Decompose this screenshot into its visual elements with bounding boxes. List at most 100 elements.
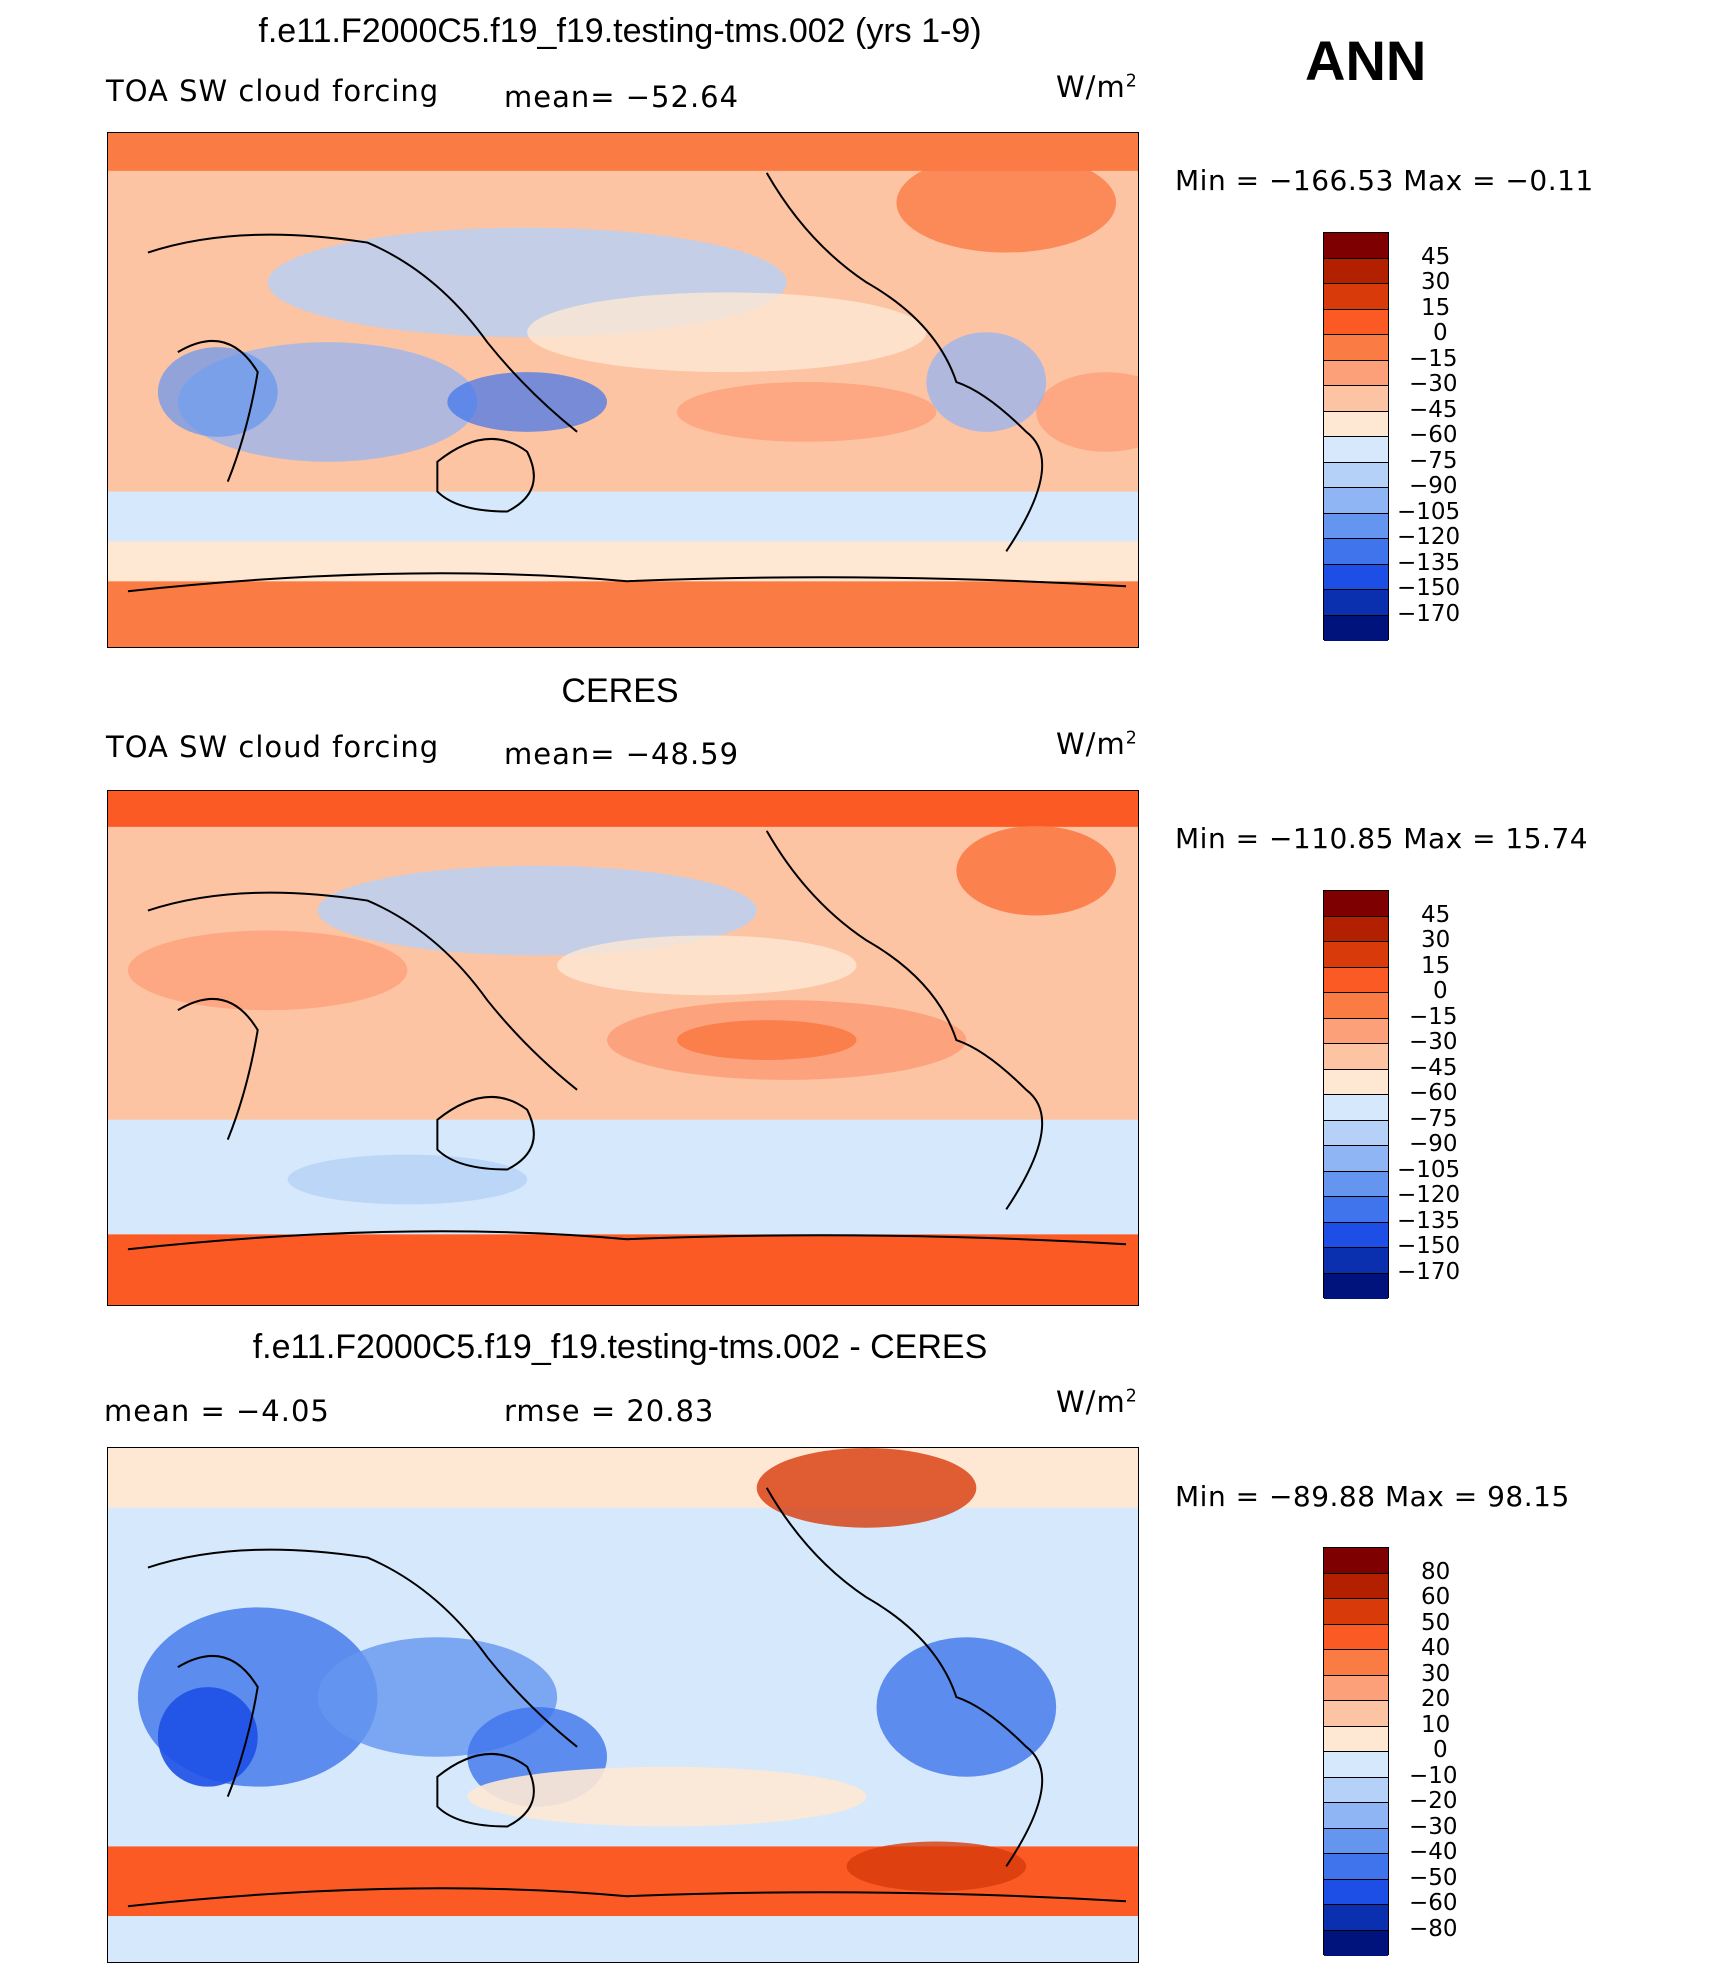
colorbar-box xyxy=(1324,1777,1388,1803)
colorbar-box xyxy=(1324,564,1388,590)
panel-1-map xyxy=(107,132,1139,648)
colorbar-box xyxy=(1324,1624,1388,1650)
colorbar-tick-label: 30 xyxy=(1421,927,1451,953)
colorbar-tick-label: −40 xyxy=(1409,1839,1458,1865)
panel-2-map xyxy=(107,790,1139,1306)
colorbar-tick-label: 30 xyxy=(1421,1660,1451,1687)
colorbar-tick-label: −150 xyxy=(1397,1233,1461,1259)
colorbar-box xyxy=(1324,284,1388,310)
colorbar-tick-label: −50 xyxy=(1409,1864,1458,1891)
colorbar-tick-label: −90 xyxy=(1409,473,1458,499)
panel-1-units: W/m2 xyxy=(1056,70,1138,104)
panel-2-minmax: Min = −110.85 Max = 15.74 xyxy=(1175,822,1589,855)
panel-2-mean: mean= −48.59 xyxy=(504,737,740,771)
colorbar-tick-label: −135 xyxy=(1397,549,1461,576)
colorbar-tick-label: −45 xyxy=(1409,1054,1458,1081)
colorbar-tick-label: 20 xyxy=(1421,1686,1451,1712)
colorbar-box xyxy=(1324,1701,1388,1727)
colorbar-box xyxy=(1324,233,1388,259)
panel-1-minmax: Min = −166.53 Max = −0.11 xyxy=(1175,164,1594,197)
colorbar-tick-label: −75 xyxy=(1409,1105,1458,1132)
colorbar-tick-label: −170 xyxy=(1397,1258,1461,1285)
panel-3-units: W/m2 xyxy=(1056,1385,1138,1419)
colorbar-box xyxy=(1324,993,1388,1019)
colorbar-tick-label: −30 xyxy=(1409,371,1458,397)
colorbar-tick-label: −15 xyxy=(1409,345,1458,372)
colorbar-box xyxy=(1324,309,1388,335)
colorbar-tick-label: 0 xyxy=(1433,1737,1448,1763)
colorbar-box xyxy=(1324,1879,1388,1905)
panel-3-mean: mean = −4.05 xyxy=(104,1394,330,1428)
season-label: ANN xyxy=(1305,29,1427,92)
colorbar-box xyxy=(1324,539,1388,565)
panel-2-units: W/m2 xyxy=(1056,727,1138,761)
colorbar-tick-label: −170 xyxy=(1397,600,1461,627)
colorbar-tick-label: −150 xyxy=(1397,575,1461,601)
colorbar-box xyxy=(1324,1726,1388,1752)
colorbar-box xyxy=(1324,1905,1388,1931)
colorbar-box xyxy=(1324,1650,1388,1676)
colorbar-box xyxy=(1324,1171,1388,1197)
colorbar-box xyxy=(1324,1018,1388,1044)
colorbar-box xyxy=(1324,1197,1388,1223)
colorbar-box xyxy=(1324,258,1388,284)
panel-2-field-label: TOA SW cloud forcing xyxy=(106,730,440,764)
colorbar-tick-label: 10 xyxy=(1421,1711,1451,1738)
panel-2-colorbar xyxy=(1323,890,1389,1299)
colorbar-tick-label: −30 xyxy=(1409,1813,1458,1840)
colorbar-box xyxy=(1324,1548,1388,1574)
colorbar-box xyxy=(1324,1803,1388,1829)
panel-2-title: CERES xyxy=(561,672,679,710)
colorbar-box xyxy=(1324,1095,1388,1121)
panel-1-colorbar xyxy=(1323,232,1389,641)
colorbar-box xyxy=(1324,916,1388,942)
colorbar-box xyxy=(1324,1248,1388,1274)
colorbar-box xyxy=(1324,590,1388,616)
colorbar-tick-label: 30 xyxy=(1421,269,1451,295)
colorbar-tick-label: −75 xyxy=(1409,447,1458,474)
colorbar-tick-label: −105 xyxy=(1397,498,1461,525)
panel-1-title: f.e11.F2000C5.f19_f19.testing-tms.002 (y… xyxy=(258,12,982,50)
colorbar-tick-label: 45 xyxy=(1421,901,1451,928)
colorbar-tick-label: 0 xyxy=(1433,320,1448,346)
panel-3-title: f.e11.F2000C5.f19_f19.testing-tms.002 - … xyxy=(252,1328,988,1366)
colorbar-tick-label: −120 xyxy=(1397,1182,1461,1208)
colorbar-tick-label: −10 xyxy=(1409,1762,1458,1789)
panel-3-colorbar xyxy=(1323,1547,1389,1956)
colorbar-box xyxy=(1324,1222,1388,1248)
colorbar-box xyxy=(1324,488,1388,514)
colorbar-tick-label: 50 xyxy=(1421,1609,1451,1636)
colorbar-tick-label: 0 xyxy=(1433,978,1448,1004)
colorbar-tick-label: −120 xyxy=(1397,524,1461,550)
colorbar-tick-label: −135 xyxy=(1397,1207,1461,1234)
colorbar-box xyxy=(1324,462,1388,488)
colorbar-box xyxy=(1324,1044,1388,1070)
colorbar-box xyxy=(1324,1930,1388,1956)
colorbar-box xyxy=(1324,1599,1388,1625)
colorbar-box xyxy=(1324,411,1388,437)
panel-3-rmse: rmse = 20.83 xyxy=(504,1394,715,1428)
colorbar-box xyxy=(1324,615,1388,641)
colorbar-box xyxy=(1324,1854,1388,1880)
colorbar-box xyxy=(1324,1273,1388,1299)
colorbar-tick-label: −60 xyxy=(1409,1080,1458,1106)
colorbar-tick-label: −15 xyxy=(1409,1003,1458,1030)
colorbar-tick-label: −45 xyxy=(1409,396,1458,423)
colorbar-box xyxy=(1324,942,1388,968)
colorbar-box xyxy=(1324,437,1388,463)
colorbar-tick-label: −80 xyxy=(1409,1915,1458,1942)
colorbar-box xyxy=(1324,967,1388,993)
colorbar-tick-label: −60 xyxy=(1409,1890,1458,1916)
colorbar-box xyxy=(1324,335,1388,361)
colorbar-box xyxy=(1324,1828,1388,1854)
colorbar-tick-label: 40 xyxy=(1421,1635,1451,1661)
panel-1-mean: mean= −52.64 xyxy=(504,80,740,114)
colorbar-box xyxy=(1324,891,1388,917)
colorbar-box xyxy=(1324,1752,1388,1778)
panel-1-field-label: TOA SW cloud forcing xyxy=(106,74,440,108)
colorbar-tick-label: 60 xyxy=(1421,1584,1451,1610)
colorbar-box xyxy=(1324,1120,1388,1146)
colorbar-box xyxy=(1324,1146,1388,1172)
colorbar-tick-label: −105 xyxy=(1397,1156,1461,1183)
colorbar-tick-label: −60 xyxy=(1409,422,1458,448)
